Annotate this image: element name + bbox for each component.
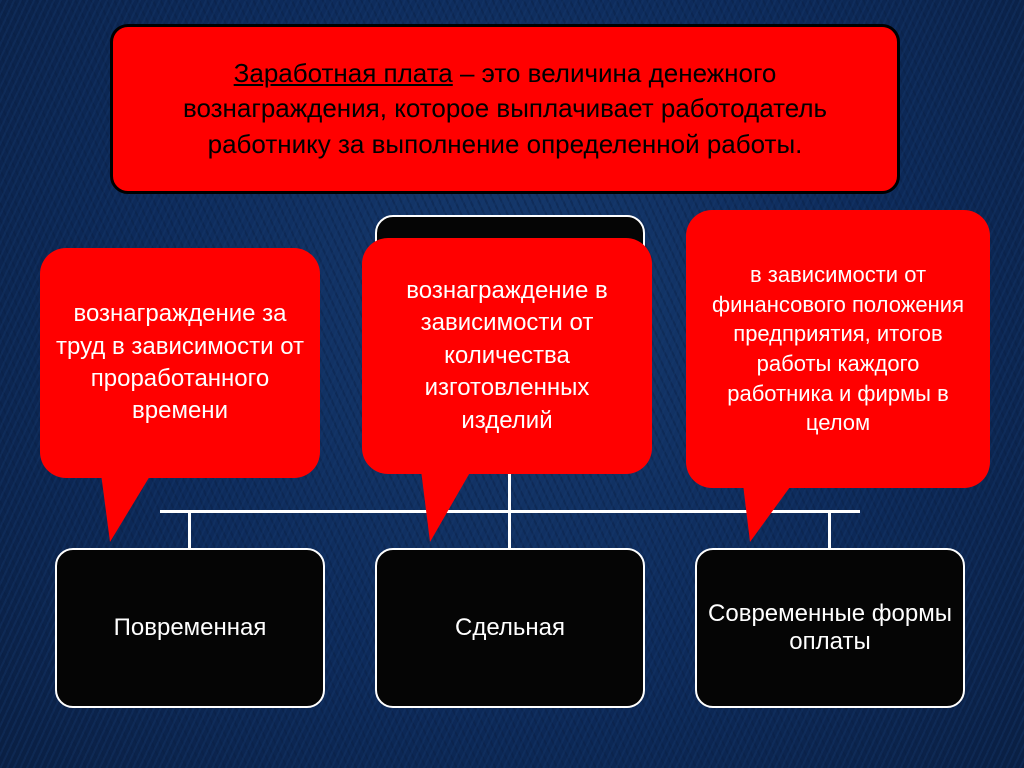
bubble-text-modern-forms: в зависимости от финансового положения п… (702, 260, 974, 438)
bubble-modern-forms: в зависимости от финансового положения п… (686, 210, 990, 488)
node-box-time-based: Повременная (55, 548, 325, 708)
bubble-piece-rate: вознаграждение в зависимости от количест… (362, 238, 652, 474)
bubble-tail-piece-rate (420, 462, 476, 542)
definition-term: Заработная плата (234, 58, 453, 88)
connector-vline-modern-forms (828, 510, 831, 548)
connector-vline-time-based (188, 510, 191, 548)
bubble-text-time-based: вознаграждение за труд в зависимости от … (56, 298, 304, 428)
diagram-stage: Заработная плата – это величина денежног… (0, 0, 1024, 768)
bubble-time-based: вознаграждение за труд в зависимости от … (40, 248, 320, 478)
node-label-modern-forms: Современные формы оплаты (707, 600, 953, 656)
node-box-modern-forms: Современные формы оплаты (695, 548, 965, 708)
node-box-piece-rate: Сдельная (375, 548, 645, 708)
node-label-time-based: Повременная (114, 614, 267, 642)
node-label-piece-rate: Сдельная (455, 614, 565, 642)
definition-box: Заработная плата – это величина денежног… (110, 24, 900, 194)
definition-text: Заработная плата – это величина денежног… (153, 56, 857, 161)
bubble-text-piece-rate: вознаграждение в зависимости от количест… (378, 275, 636, 437)
